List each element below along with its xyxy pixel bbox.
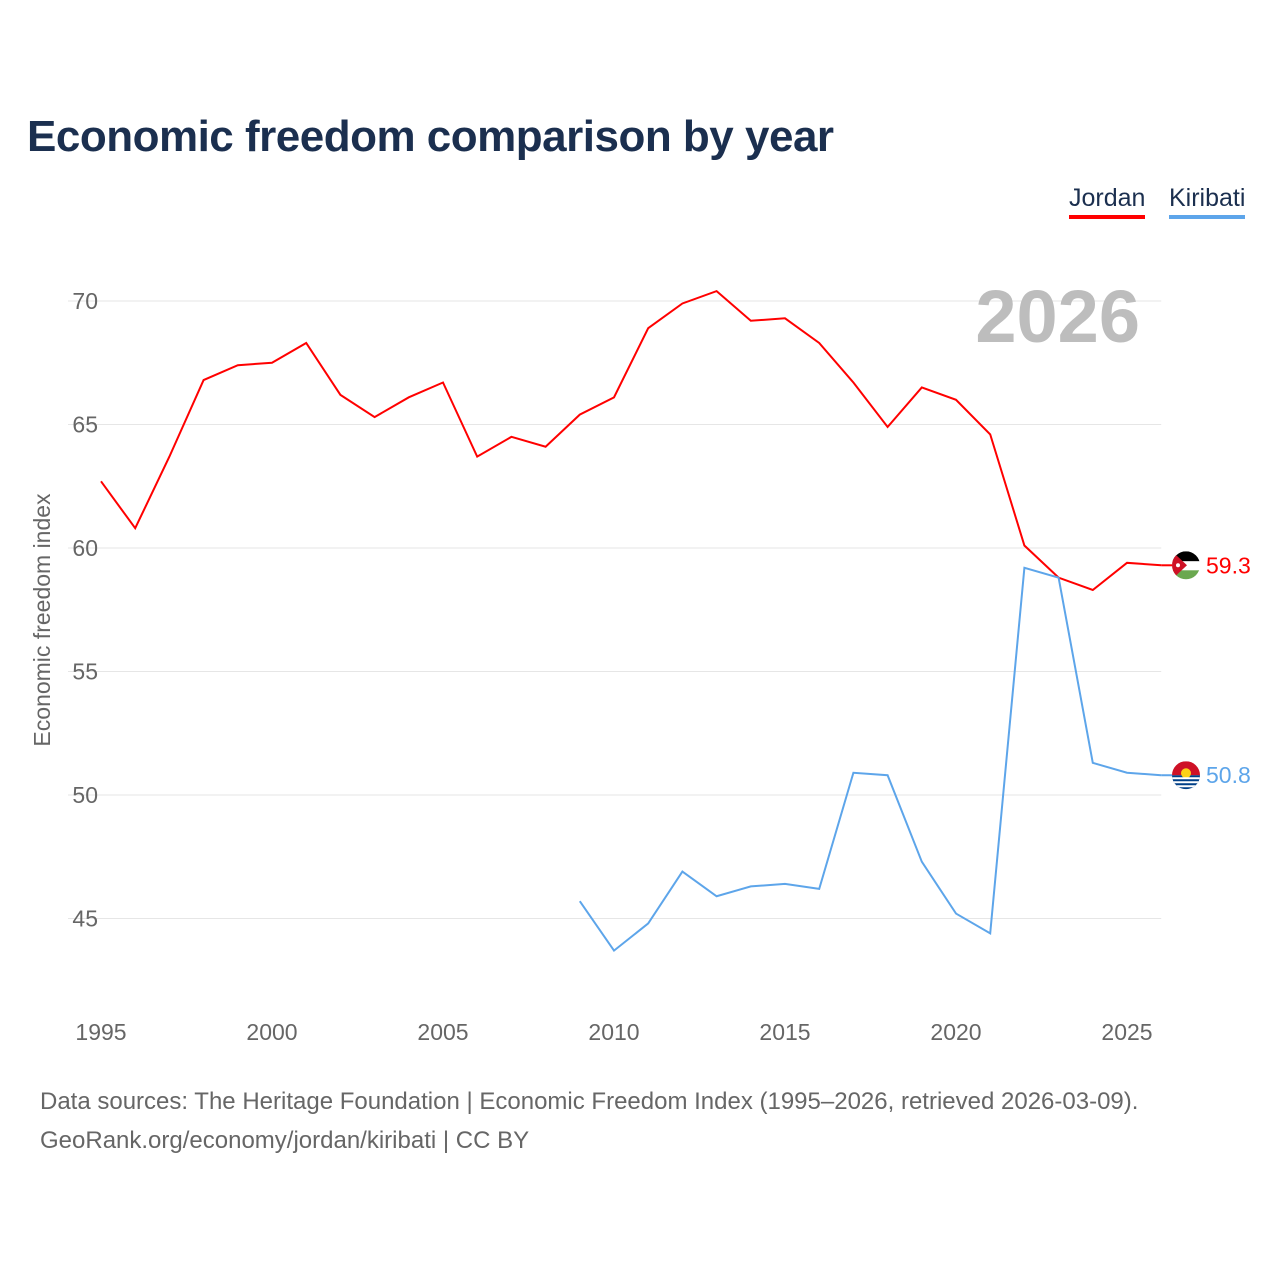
y-tick-label: 50 bbox=[72, 782, 98, 808]
jordan-end-value: 59.3 bbox=[1206, 552, 1251, 578]
data-sources: Data sources: The Heritage Foundation | … bbox=[40, 1088, 1139, 1115]
chart-title: Economic freedom comparison by year bbox=[27, 112, 834, 161]
x-tick-label: 2010 bbox=[588, 1019, 639, 1045]
x-tick-label: 1995 bbox=[75, 1019, 126, 1045]
legend-kiribati[interactable]: Kiribati bbox=[1169, 184, 1246, 219]
y-tick-label: 45 bbox=[72, 906, 98, 932]
legend-jordan[interactable]: Jordan bbox=[1069, 184, 1146, 219]
series-line-jordan[interactable] bbox=[100, 289, 1162, 592]
jordan-flag-icon bbox=[1172, 551, 1200, 580]
x-tick-label: 2000 bbox=[246, 1019, 297, 1045]
series-line-kiribati[interactable] bbox=[578, 566, 1162, 953]
y-tick-label: 55 bbox=[72, 659, 98, 685]
y-tick-label: 65 bbox=[72, 412, 98, 438]
license-link[interactable]: GeoRank.org/economy/jordan/kiribati | CC… bbox=[40, 1127, 530, 1154]
x-tick-label: 2025 bbox=[1101, 1019, 1152, 1045]
y-tick-label: 70 bbox=[72, 288, 98, 314]
x-tick-label: 2020 bbox=[930, 1019, 981, 1045]
x-tick-label: 2015 bbox=[759, 1019, 810, 1045]
y-axis-label: Economic freedom index bbox=[29, 493, 55, 747]
y-tick-label: 60 bbox=[72, 535, 98, 561]
kiribati-end-value: 50.8 bbox=[1206, 762, 1251, 788]
x-tick-label: 2005 bbox=[417, 1019, 468, 1045]
year-watermark: 2026 bbox=[975, 275, 1140, 358]
kiribati-flag-icon bbox=[1172, 761, 1200, 790]
